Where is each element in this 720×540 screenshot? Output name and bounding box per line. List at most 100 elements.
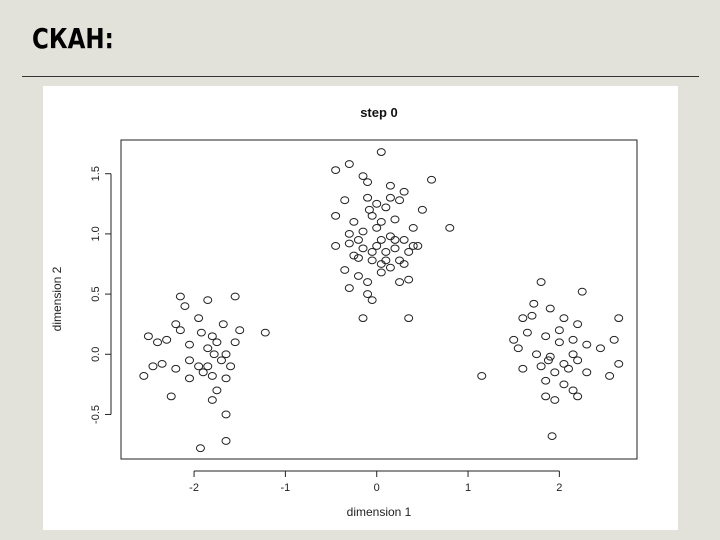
- data-point: [235, 326, 245, 335]
- data-point: [547, 432, 557, 441]
- data-point: [353, 236, 363, 244]
- plot-box: [120, 139, 638, 460]
- data-point: [395, 196, 405, 205]
- x-tick-label: -1: [280, 482, 290, 494]
- data-point: [541, 376, 551, 385]
- data-point: [417, 205, 427, 214]
- data-point: [230, 292, 240, 301]
- y-tick-label: 1.0: [90, 226, 102, 241]
- data-point: [358, 172, 368, 181]
- data-point: [404, 314, 414, 323]
- data-point: [139, 372, 149, 380]
- data-point: [399, 260, 409, 268]
- data-point: [513, 344, 523, 353]
- data-point: [376, 217, 386, 226]
- data-point: [399, 187, 409, 196]
- y-axis-label: dimension 2: [50, 266, 64, 331]
- data-point: [148, 362, 158, 371]
- data-point: [404, 248, 414, 256]
- scatter-plot-frame: step 0 -2 -1 0 1 2 -0.5 0.0 0.5 1.0 1.5 dimensio…: [43, 86, 678, 530]
- data-point: [331, 166, 341, 174]
- data-point: [175, 292, 185, 301]
- data-point: [372, 223, 382, 232]
- data-point: [477, 372, 487, 380]
- data-point: [203, 362, 213, 371]
- data-point: [184, 374, 194, 383]
- data-point: [408, 223, 418, 232]
- data-point: [218, 320, 228, 329]
- x-tick-label: -2: [189, 482, 199, 494]
- data-point: [209, 350, 219, 359]
- data-point: [573, 356, 583, 365]
- data-point: [221, 437, 231, 445]
- data-points: [139, 148, 624, 453]
- data-point: [207, 396, 217, 404]
- data-point: [536, 278, 546, 286]
- data-point: [413, 242, 423, 250]
- data-point: [344, 239, 354, 248]
- data-point: [385, 181, 395, 190]
- data-point: [344, 284, 354, 292]
- data-point: [541, 392, 551, 401]
- data-point: [372, 242, 382, 250]
- data-point: [399, 236, 409, 244]
- data-point: [212, 338, 222, 347]
- data-point: [395, 256, 405, 265]
- data-point: [559, 360, 569, 368]
- data-point: [554, 338, 564, 347]
- data-point: [609, 335, 619, 344]
- y-tick-label: 1.5: [90, 166, 102, 181]
- data-point: [518, 364, 528, 373]
- data-point: [367, 256, 377, 265]
- data-point: [573, 320, 583, 329]
- data-point: [543, 356, 553, 365]
- data-point: [207, 372, 217, 380]
- data-point: [545, 304, 555, 313]
- data-point: [184, 340, 194, 349]
- data-point: [363, 290, 373, 298]
- data-point: [408, 242, 418, 250]
- data-point: [376, 236, 386, 244]
- data-point: [509, 335, 519, 344]
- data-point: [376, 148, 386, 156]
- chart-title: step 0: [360, 105, 398, 120]
- data-point: [390, 244, 400, 253]
- data-point: [344, 160, 354, 168]
- data-point: [195, 444, 205, 453]
- data-point: [196, 328, 206, 337]
- data-point: [340, 196, 350, 205]
- data-point: [212, 386, 222, 395]
- data-point: [353, 272, 363, 280]
- data-point: [381, 248, 391, 256]
- data-point: [353, 254, 363, 262]
- x-axis-label: dimension 1: [347, 505, 412, 519]
- data-point: [568, 335, 578, 344]
- data-point: [385, 263, 395, 272]
- data-point: [550, 396, 560, 404]
- data-point: [573, 392, 583, 401]
- data-point: [349, 251, 359, 260]
- data-point: [358, 244, 368, 253]
- data-point: [367, 296, 377, 305]
- data-point: [376, 268, 386, 277]
- x-tick-label: 2: [556, 482, 562, 494]
- data-point: [614, 314, 624, 323]
- data-point: [331, 242, 341, 250]
- data-point: [564, 364, 574, 373]
- data-point: [358, 227, 368, 236]
- data-point: [404, 275, 414, 284]
- data-point: [260, 328, 270, 337]
- x-tick-label: 0: [374, 482, 380, 494]
- data-point: [230, 338, 240, 347]
- data-point: [532, 350, 542, 359]
- data-point: [175, 326, 185, 335]
- y-tick-label: 0.0: [90, 347, 102, 362]
- data-point: [203, 344, 213, 353]
- data-point: [595, 344, 605, 353]
- data-point: [198, 368, 208, 377]
- data-point: [582, 340, 592, 349]
- data-point: [358, 314, 368, 323]
- data-point: [582, 368, 592, 377]
- data-point: [390, 236, 400, 244]
- data-point: [427, 175, 437, 184]
